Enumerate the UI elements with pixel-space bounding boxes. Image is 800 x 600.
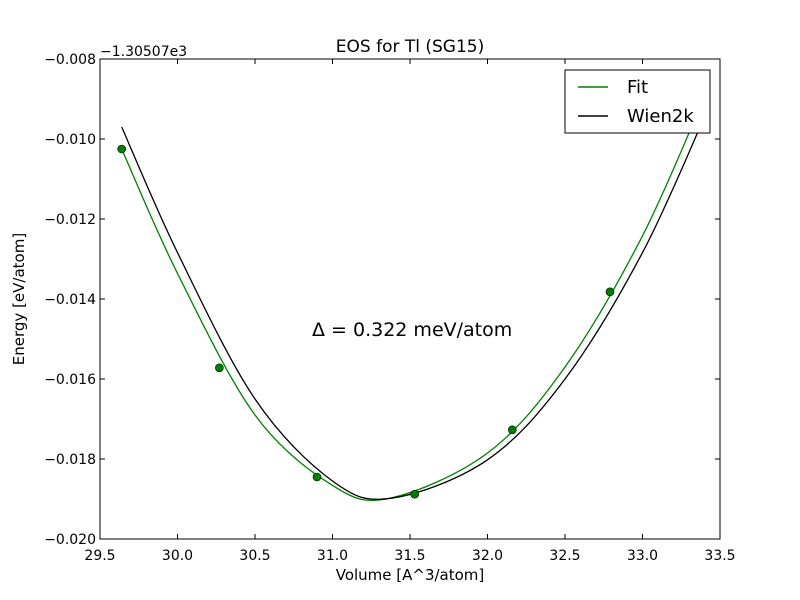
x-tick-label: 31.0 [317,548,348,564]
legend-label-wien2k: Wien2k [627,106,694,127]
x-tick-label: 32.5 [549,548,580,564]
legend-box [564,69,711,134]
y-tick-label: −0.010 [44,132,96,148]
data-point [410,489,419,499]
delta-annotation: Δ = 0.322 meV/atom [312,319,512,341]
series-line-wien2k [121,113,707,501]
data-point [507,425,517,435]
x-tick-label: 32.0 [472,548,503,564]
y-tick-label: −0.014 [44,292,96,308]
plot-frame [99,58,721,540]
x-tick-label: 30.5 [239,548,270,564]
x-tick-label: 33.0 [627,548,658,564]
y-offset-label: −1.30507e3 [100,44,187,60]
y-tick-label: −0.018 [44,452,96,468]
x-tick-label: 31.5 [394,548,425,564]
data-point [312,472,322,482]
x-tick-label: 33.5 [704,548,735,564]
x-axis-label: Volume [A^3/atom] [336,566,485,584]
y-tick-label: −0.020 [44,532,96,548]
chart-title: EOS for Tl (SG15) [336,37,484,57]
data-point [117,144,126,154]
y-tick-label: −0.016 [44,372,96,388]
data-point [605,287,615,297]
y-axis-label: Energy [eV/atom] [10,233,28,365]
x-tick-label: 30.0 [162,548,193,564]
x-tick-label: 29.5 [84,548,115,564]
legend-label-fit: Fit [627,77,648,98]
y-tick-label: −0.012 [44,212,96,228]
data-point [215,363,224,373]
y-tick-label: −0.008 [44,52,96,68]
legend: Fit Wien2k [564,69,711,134]
series-line-fit [121,92,707,502]
